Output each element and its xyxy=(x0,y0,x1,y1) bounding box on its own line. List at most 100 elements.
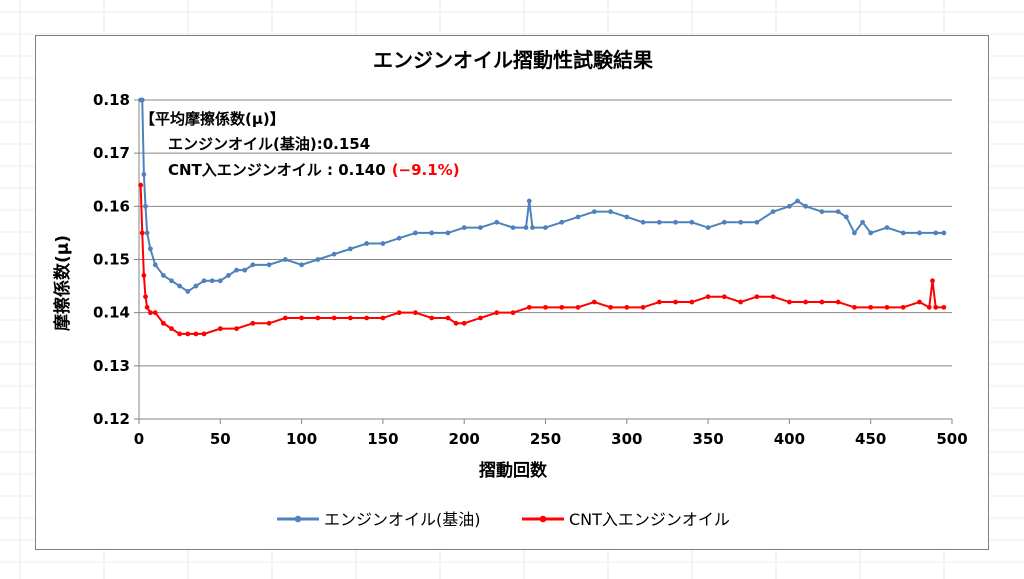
annotation-cnt-oil: CNT入エンジンオイル : 0.140 (−9.1%) xyxy=(168,161,460,179)
x-tick-label: 250 xyxy=(530,430,561,448)
data-point xyxy=(144,304,150,310)
legend-item-base-oil[interactable]: エンジンオイル(基油) xyxy=(277,510,481,529)
data-point xyxy=(413,230,418,236)
data-point xyxy=(169,278,174,284)
data-point xyxy=(445,230,451,236)
data-point xyxy=(868,304,874,310)
data-point xyxy=(926,304,932,310)
data-point xyxy=(242,267,248,273)
data-point xyxy=(169,326,174,332)
annotation-cnt-change: (−9.1%) xyxy=(392,161,460,179)
data-point xyxy=(803,299,809,305)
data-point xyxy=(941,230,947,236)
data-point xyxy=(673,299,678,305)
data-point xyxy=(209,278,215,284)
chart-frame[interactable]: エンジンオイル摺動性試験結果 0.12 0.13 0.14 0.15 0.16 0.17 0… xyxy=(35,35,989,550)
data-point xyxy=(144,230,150,236)
data-point xyxy=(933,230,939,236)
data-point xyxy=(795,198,800,204)
data-point xyxy=(673,219,678,225)
data-point xyxy=(250,320,256,326)
series-cnt-oil xyxy=(138,182,947,337)
data-point xyxy=(429,230,435,236)
data-point xyxy=(347,246,353,252)
data-point xyxy=(624,304,630,310)
x-tick-label: 200 xyxy=(449,430,480,448)
data-point xyxy=(152,310,158,316)
data-point xyxy=(380,315,386,321)
data-point xyxy=(900,304,906,310)
annotation-cnt-value: CNT入エンジンオイル : 0.140 xyxy=(168,161,386,179)
data-point xyxy=(705,294,711,300)
data-point xyxy=(139,97,145,103)
data-point xyxy=(770,294,776,300)
data-point xyxy=(640,219,646,225)
data-point xyxy=(656,219,662,225)
data-point xyxy=(787,299,792,305)
data-point xyxy=(478,315,483,321)
data-point xyxy=(608,304,613,310)
data-point xyxy=(396,310,402,316)
data-point xyxy=(217,278,223,284)
data-point xyxy=(917,299,922,305)
data-point xyxy=(364,315,370,321)
data-point xyxy=(152,262,158,268)
data-point xyxy=(478,225,483,231)
data-point xyxy=(160,273,166,278)
data-point xyxy=(141,273,147,278)
data-point xyxy=(138,182,144,188)
data-point xyxy=(510,310,516,316)
data-point xyxy=(803,203,809,209)
data-point xyxy=(523,225,529,231)
x-tick-labels: 0 50 100 150 200 250 300 350 400 450 500 xyxy=(134,430,968,448)
data-point xyxy=(526,304,532,310)
y-tick-label: 0.14 xyxy=(93,304,130,322)
data-point xyxy=(559,219,565,225)
x-tick-label: 150 xyxy=(367,430,398,448)
x-tick-label: 300 xyxy=(611,430,642,448)
x-tick-label: 450 xyxy=(855,430,886,448)
data-point xyxy=(315,257,321,262)
data-point xyxy=(835,299,841,305)
y-tick-labels: 0.12 0.13 0.14 0.15 0.16 0.17 0.18 xyxy=(93,91,130,428)
data-point xyxy=(738,299,744,305)
y-tick-label: 0.12 xyxy=(93,410,130,428)
data-point xyxy=(217,326,223,332)
data-point xyxy=(177,283,183,289)
data-point xyxy=(331,315,337,321)
y-tick-label: 0.17 xyxy=(93,144,130,162)
data-point xyxy=(147,310,153,316)
data-point xyxy=(689,219,695,225)
data-point xyxy=(900,230,906,236)
data-point xyxy=(250,262,256,268)
data-point xyxy=(143,203,148,209)
data-point xyxy=(299,315,304,321)
legend-marker-cnt-oil xyxy=(539,515,547,523)
data-point xyxy=(941,304,947,310)
data-point xyxy=(852,230,857,236)
chart-title: エンジンオイル摺動性試験結果 xyxy=(373,48,653,72)
y-tick-label: 0.15 xyxy=(93,251,130,269)
data-point xyxy=(787,203,792,209)
data-point xyxy=(494,310,500,316)
legend-item-cnt-oil[interactable]: CNT入エンジンオイル xyxy=(522,510,730,529)
data-point xyxy=(738,219,744,225)
chart-canvas: エンジンオイル摺動性試験結果 0.120.130.140.150.160.170… xyxy=(52,48,968,529)
axes xyxy=(134,99,953,424)
data-point xyxy=(396,235,402,241)
data-point xyxy=(754,294,760,300)
series-base-oil xyxy=(138,97,947,294)
data-point xyxy=(147,246,153,252)
data-point xyxy=(721,219,727,225)
series-line xyxy=(140,99,944,293)
data-point xyxy=(331,251,337,257)
data-point xyxy=(575,214,581,220)
legend-label-base-oil: エンジンオイル(基油) xyxy=(324,510,481,529)
data-point xyxy=(689,299,695,305)
data-point xyxy=(917,230,922,236)
legend: エンジンオイル(基油) CNT入エンジンオイル xyxy=(277,510,730,529)
y-axis-label: 摩擦係数(μ) xyxy=(52,235,73,331)
data-point xyxy=(656,299,662,305)
gridlines xyxy=(139,99,952,367)
data-point xyxy=(860,219,865,225)
